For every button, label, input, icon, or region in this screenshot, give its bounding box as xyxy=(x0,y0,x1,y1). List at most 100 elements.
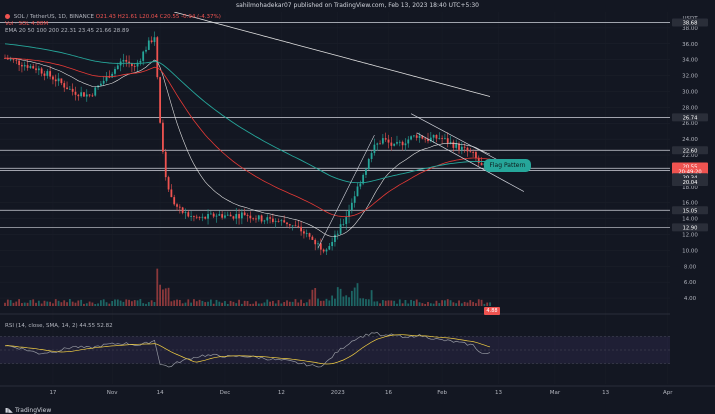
volume-bar xyxy=(215,299,218,306)
candle-body xyxy=(322,249,325,252)
candle-body xyxy=(415,135,418,138)
volume-bar xyxy=(201,300,204,306)
candle-body xyxy=(136,62,139,67)
header-title: sahilmohadekar07 published on TradingVie… xyxy=(236,2,479,9)
volume-bar xyxy=(83,303,85,306)
volume-bar xyxy=(21,303,23,306)
volume-bar xyxy=(266,299,269,306)
candle-body xyxy=(477,158,480,164)
candle-body xyxy=(37,68,40,71)
rsi-legend[interactable]: RSI (14, close, SMA, 14, 2) 44.55 52.82 xyxy=(5,323,113,329)
candle-body xyxy=(303,231,305,234)
candle-body xyxy=(379,143,381,145)
candle-body xyxy=(246,215,249,216)
volume-bar xyxy=(111,300,114,306)
volume-bar xyxy=(359,298,362,306)
candle-body xyxy=(212,213,215,217)
candle-body xyxy=(418,135,421,138)
flag-pattern-lines xyxy=(317,113,525,249)
level-badge xyxy=(672,113,708,122)
volume-bar xyxy=(438,303,441,306)
candle-body xyxy=(255,218,257,220)
legend-volume[interactable]: Vol · SOL 4.88M xyxy=(5,21,221,28)
candle-body xyxy=(156,37,159,78)
candle-body xyxy=(49,71,52,77)
ema-lines xyxy=(4,11,491,237)
candle-body xyxy=(373,144,376,154)
volume-bar xyxy=(373,301,376,306)
volume-bar xyxy=(243,300,246,306)
volume-bar xyxy=(311,289,314,306)
candle-body xyxy=(427,138,429,142)
volume-bar xyxy=(133,300,136,306)
candle-body xyxy=(122,59,125,62)
candle-body xyxy=(221,214,224,218)
volume-bar xyxy=(300,299,302,306)
volume-bar xyxy=(246,301,249,306)
candle-body xyxy=(334,234,336,242)
ema50-line xyxy=(5,57,491,217)
volume-bar xyxy=(209,299,212,306)
candle-body xyxy=(111,73,114,78)
volume-bar xyxy=(26,302,29,306)
volume-bar xyxy=(319,300,322,306)
volume-bar xyxy=(60,302,63,306)
legend-symbol[interactable]: SOL / TetherUS, 1D, BINANCE O21.43 H21.6… xyxy=(5,14,221,21)
flag-lower-line xyxy=(416,132,525,192)
volume-bar xyxy=(187,299,190,306)
volume-bar xyxy=(74,302,77,306)
candle-body xyxy=(164,151,167,178)
volume-bar xyxy=(432,303,435,306)
volume-bar xyxy=(466,302,469,306)
candle-body xyxy=(218,214,221,216)
volume-bar xyxy=(4,302,6,306)
volume-bar xyxy=(376,301,379,306)
candle-body xyxy=(463,146,466,148)
volume-bar xyxy=(384,300,387,306)
volume-bar xyxy=(131,301,133,306)
candle-body xyxy=(226,214,229,216)
candle-body xyxy=(362,174,365,184)
volume-bar xyxy=(145,303,147,306)
volume-bar xyxy=(469,300,472,306)
candle-body xyxy=(413,135,415,137)
volume-bar xyxy=(387,300,390,306)
candle-body xyxy=(224,215,226,218)
candle-body xyxy=(410,136,412,140)
volume-bar xyxy=(350,290,353,306)
candle-body xyxy=(52,76,54,80)
candle-body xyxy=(195,216,198,218)
volume-bar xyxy=(334,298,336,306)
legend-ema[interactable]: EMA 20 50 100 200 22.31 23.45 21.66 28.8… xyxy=(5,28,221,35)
candle-body xyxy=(444,138,446,140)
candle-body xyxy=(390,142,393,146)
candle-body xyxy=(209,213,212,215)
volume-bar xyxy=(173,300,176,306)
legend: SOL / TetherUS, 1D, BINANCE O21.43 H21.6… xyxy=(5,14,221,35)
volume-bar xyxy=(303,303,305,306)
rsi-line xyxy=(4,332,491,368)
volume-bar xyxy=(105,302,108,306)
volume-bar xyxy=(415,299,418,306)
volume-bar xyxy=(190,302,193,306)
candle-body xyxy=(68,88,71,90)
volume-bar xyxy=(353,287,356,306)
volume-bar xyxy=(305,302,308,306)
volume-bar xyxy=(342,296,345,306)
candle-body xyxy=(353,196,356,203)
candle-body xyxy=(35,68,37,71)
volume-bar xyxy=(207,301,209,306)
volume-bar xyxy=(224,301,226,306)
volume-bar xyxy=(116,299,119,306)
volume-bar xyxy=(314,287,317,306)
flag-pattern-label[interactable]: Flag Pattern xyxy=(484,159,531,172)
candle-body xyxy=(12,59,15,61)
ema20-line xyxy=(4,57,491,237)
candle-body xyxy=(421,135,424,139)
candle-body xyxy=(381,138,384,144)
candle-body xyxy=(401,141,404,146)
volume-bar xyxy=(317,298,319,306)
